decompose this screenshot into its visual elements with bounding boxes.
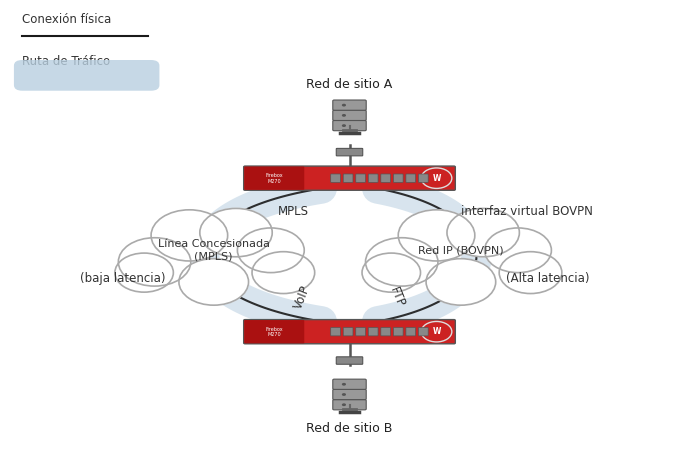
Circle shape: [484, 228, 552, 273]
Text: interfaz virtual BOVPN: interfaz virtual BOVPN: [461, 205, 593, 218]
FancyBboxPatch shape: [333, 379, 366, 389]
Circle shape: [426, 259, 496, 305]
FancyBboxPatch shape: [14, 60, 159, 91]
Text: Conexión física: Conexión física: [22, 13, 112, 26]
FancyBboxPatch shape: [368, 328, 378, 336]
Circle shape: [151, 210, 228, 261]
Circle shape: [252, 252, 315, 293]
FancyBboxPatch shape: [356, 174, 366, 183]
Circle shape: [342, 393, 346, 396]
Circle shape: [447, 208, 519, 257]
Circle shape: [238, 228, 304, 273]
Circle shape: [421, 168, 452, 189]
Text: Ruta de Tráfico: Ruta de Tráfico: [22, 55, 110, 68]
FancyBboxPatch shape: [336, 148, 363, 156]
Circle shape: [118, 238, 191, 286]
FancyBboxPatch shape: [394, 328, 403, 336]
Text: FTP: FTP: [387, 285, 407, 309]
Circle shape: [179, 259, 249, 305]
FancyBboxPatch shape: [331, 174, 340, 183]
Circle shape: [342, 124, 346, 127]
FancyBboxPatch shape: [333, 110, 366, 120]
Text: (Alta latencia): (Alta latencia): [506, 272, 590, 285]
FancyBboxPatch shape: [245, 167, 304, 190]
Text: Firebox: Firebox: [266, 327, 283, 332]
FancyBboxPatch shape: [343, 328, 353, 336]
Text: W: W: [433, 327, 440, 336]
Circle shape: [499, 252, 562, 293]
Circle shape: [421, 322, 452, 342]
FancyBboxPatch shape: [368, 174, 378, 183]
FancyBboxPatch shape: [419, 174, 428, 183]
Circle shape: [366, 238, 438, 286]
FancyBboxPatch shape: [333, 389, 366, 400]
FancyBboxPatch shape: [244, 166, 455, 190]
Text: (baja latencia): (baja latencia): [80, 272, 166, 285]
FancyBboxPatch shape: [245, 320, 304, 344]
Text: Red de sitio A: Red de sitio A: [306, 78, 393, 91]
Circle shape: [115, 253, 173, 292]
Text: Firebox: Firebox: [266, 173, 283, 178]
FancyBboxPatch shape: [406, 328, 416, 336]
FancyBboxPatch shape: [394, 174, 403, 183]
Circle shape: [398, 210, 475, 261]
FancyBboxPatch shape: [381, 328, 391, 336]
Circle shape: [342, 104, 346, 107]
FancyBboxPatch shape: [343, 174, 353, 183]
FancyBboxPatch shape: [333, 120, 366, 131]
Text: MPLS: MPLS: [278, 205, 309, 218]
Text: Línea Concesionada
(MPLS): Línea Concesionada (MPLS): [158, 240, 270, 261]
FancyBboxPatch shape: [336, 357, 363, 364]
FancyBboxPatch shape: [419, 328, 428, 336]
Circle shape: [342, 114, 346, 117]
FancyBboxPatch shape: [331, 328, 340, 336]
Circle shape: [342, 403, 346, 406]
FancyBboxPatch shape: [356, 328, 366, 336]
FancyBboxPatch shape: [244, 320, 455, 344]
Text: M270: M270: [268, 179, 281, 184]
Text: Red de sitio B: Red de sitio B: [306, 423, 393, 435]
FancyBboxPatch shape: [381, 174, 391, 183]
Text: VoIP: VoIP: [291, 283, 312, 311]
Circle shape: [342, 383, 346, 386]
Text: Red IP (BOVPN): Red IP (BOVPN): [418, 245, 504, 255]
FancyBboxPatch shape: [406, 174, 416, 183]
Circle shape: [200, 208, 272, 257]
Text: M270: M270: [268, 332, 281, 337]
FancyBboxPatch shape: [333, 100, 366, 110]
FancyBboxPatch shape: [333, 400, 366, 410]
Circle shape: [362, 253, 421, 292]
Text: W: W: [433, 174, 440, 183]
